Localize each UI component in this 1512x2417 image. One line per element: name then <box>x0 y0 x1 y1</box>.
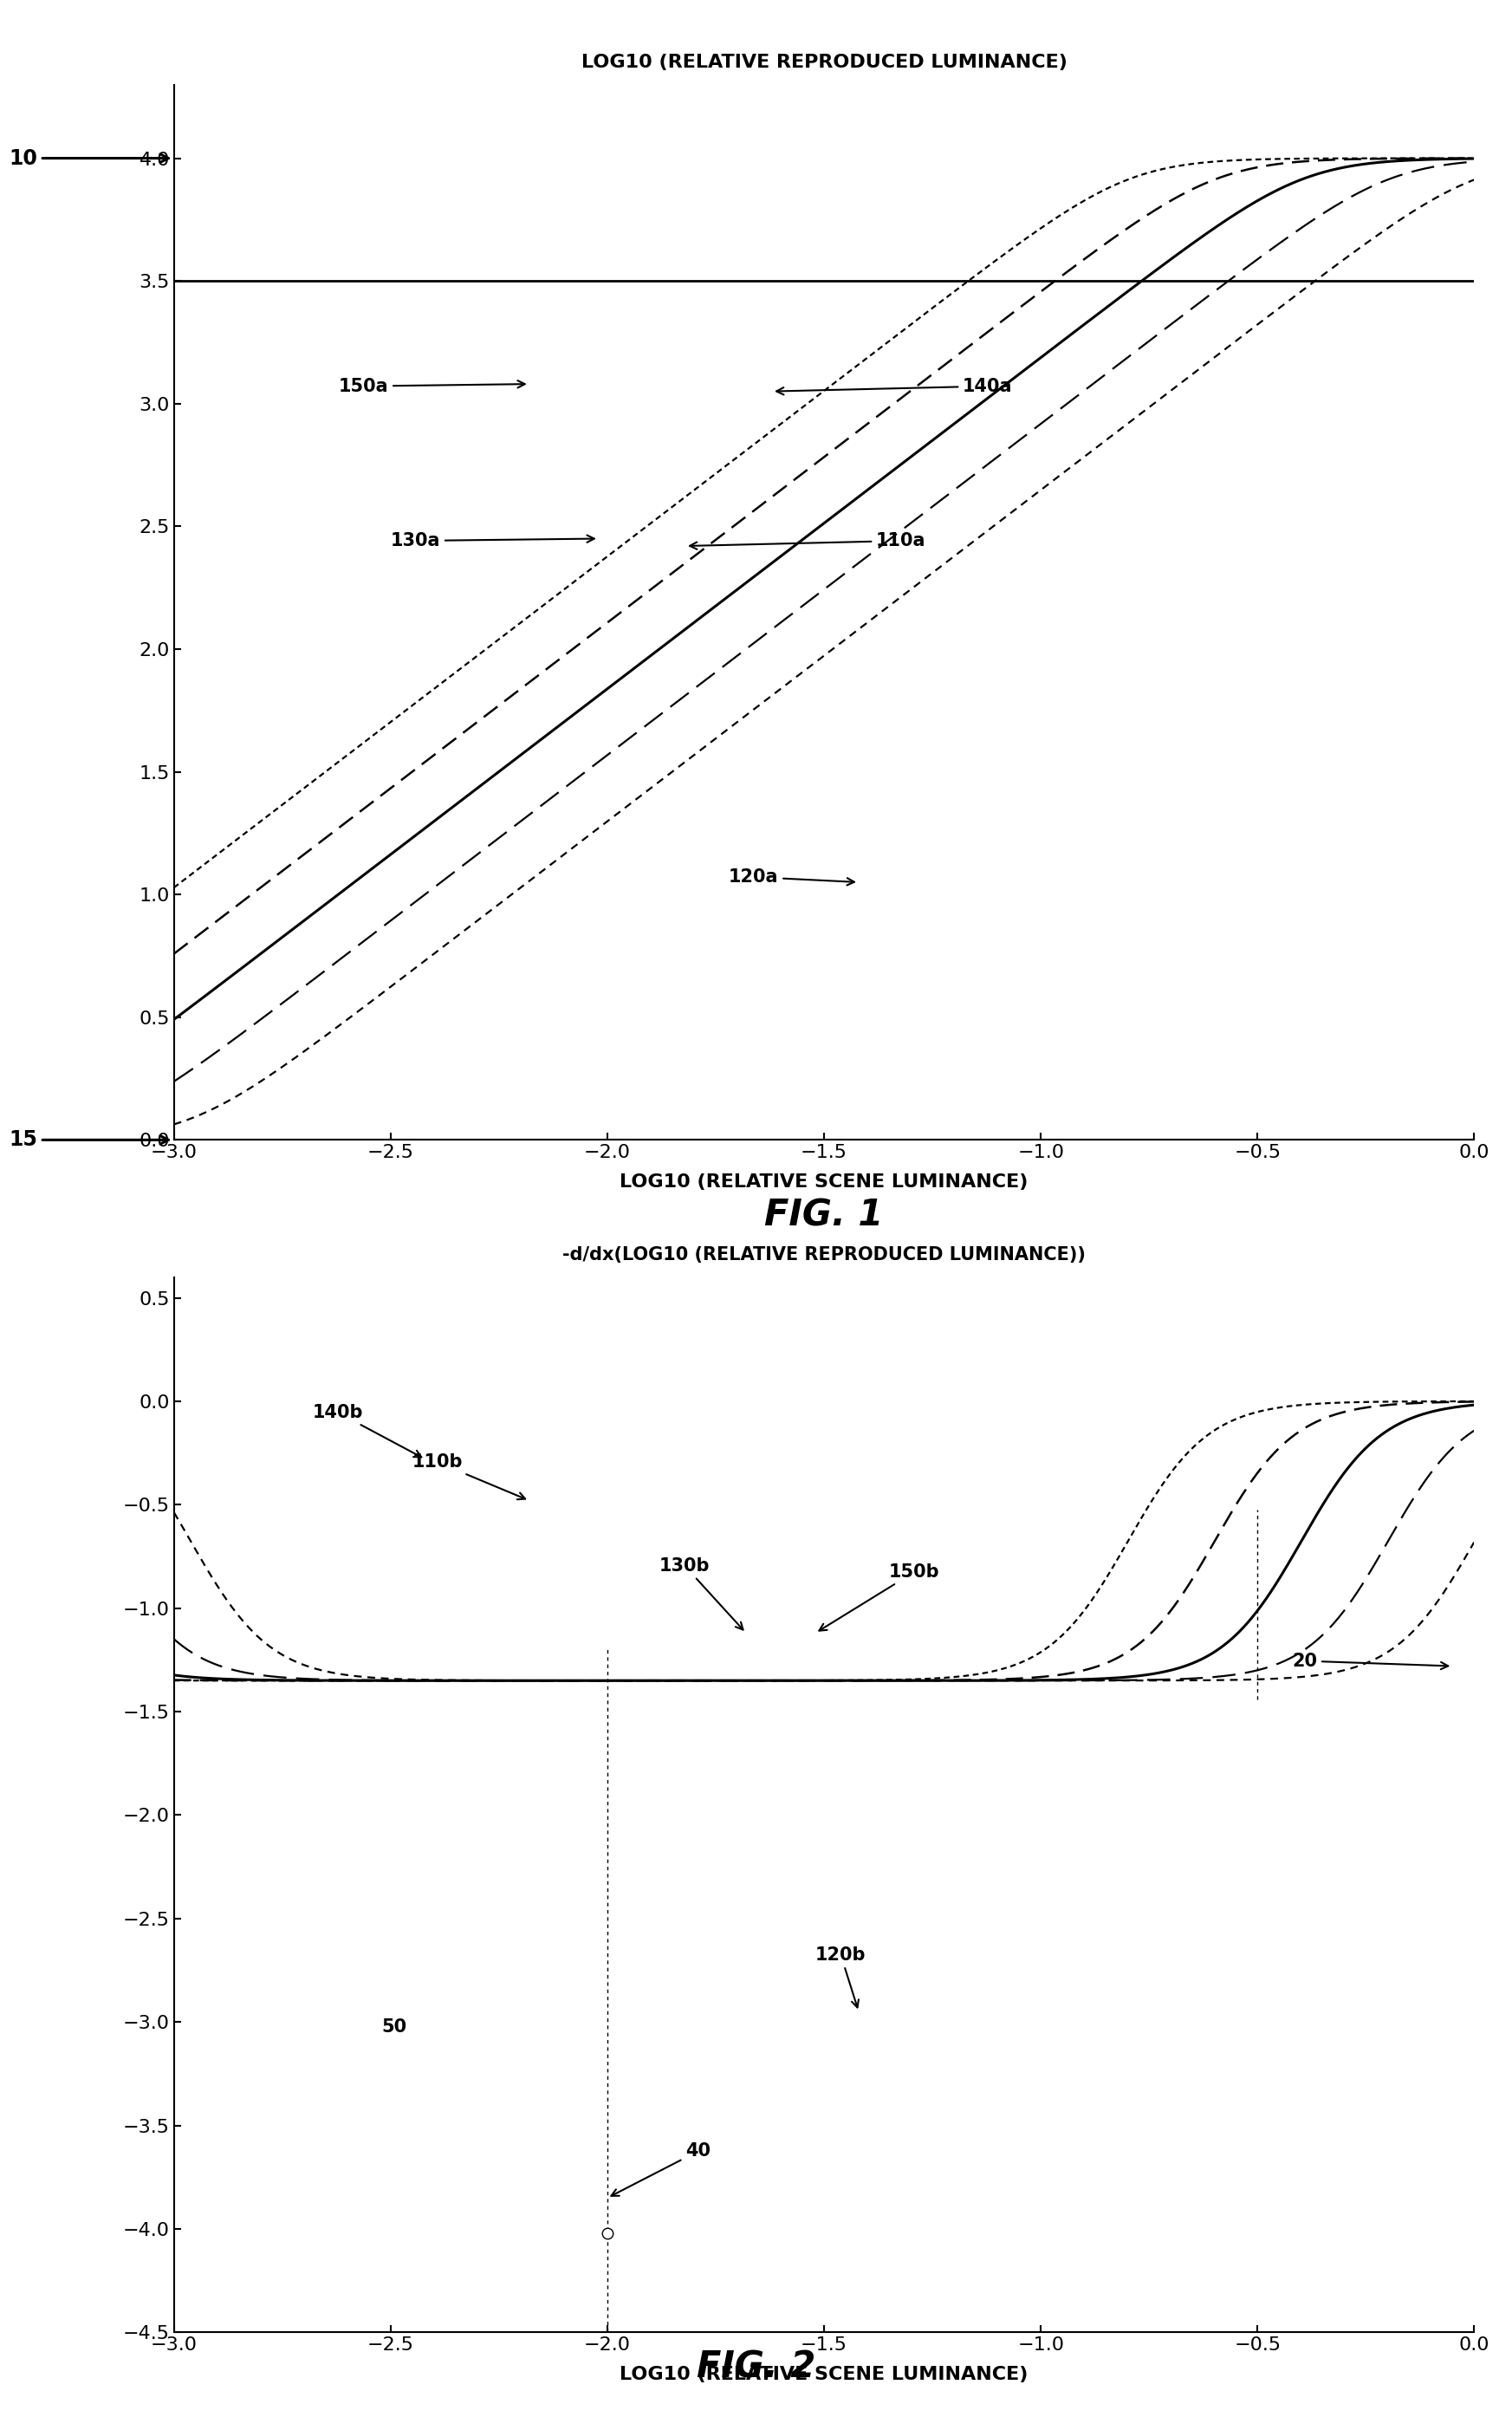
Text: FIG. 2: FIG. 2 <box>697 2349 815 2386</box>
Text: 40: 40 <box>611 2141 711 2197</box>
Text: 50: 50 <box>383 2018 407 2035</box>
Text: 110a: 110a <box>689 532 925 549</box>
Text: 150b: 150b <box>820 1564 940 1631</box>
Title: -d/dx(LOG10 (RELATIVE REPRODUCED LUMINANCE)): -d/dx(LOG10 (RELATIVE REPRODUCED LUMINAN… <box>562 1247 1086 1264</box>
Text: 20: 20 <box>1293 1653 1448 1670</box>
Text: 110b: 110b <box>413 1453 525 1499</box>
Text: 130a: 130a <box>390 532 594 549</box>
Text: 150a: 150a <box>339 377 525 394</box>
X-axis label: LOG10 (RELATIVE SCENE LUMINANCE): LOG10 (RELATIVE SCENE LUMINANCE) <box>620 2366 1028 2383</box>
Text: FIG. 1: FIG. 1 <box>765 1196 883 1233</box>
Text: 120b: 120b <box>815 1946 866 2009</box>
Text: 10: 10 <box>9 147 168 169</box>
Text: 15: 15 <box>9 1129 168 1150</box>
Text: 120a: 120a <box>729 868 854 885</box>
Text: 130b: 130b <box>659 1557 742 1629</box>
Text: 140b: 140b <box>313 1404 422 1457</box>
Title: LOG10 (RELATIVE REPRODUCED LUMINANCE): LOG10 (RELATIVE REPRODUCED LUMINANCE) <box>581 53 1067 70</box>
X-axis label: LOG10 (RELATIVE SCENE LUMINANCE): LOG10 (RELATIVE SCENE LUMINANCE) <box>620 1175 1028 1192</box>
Text: 140a: 140a <box>777 377 1013 394</box>
